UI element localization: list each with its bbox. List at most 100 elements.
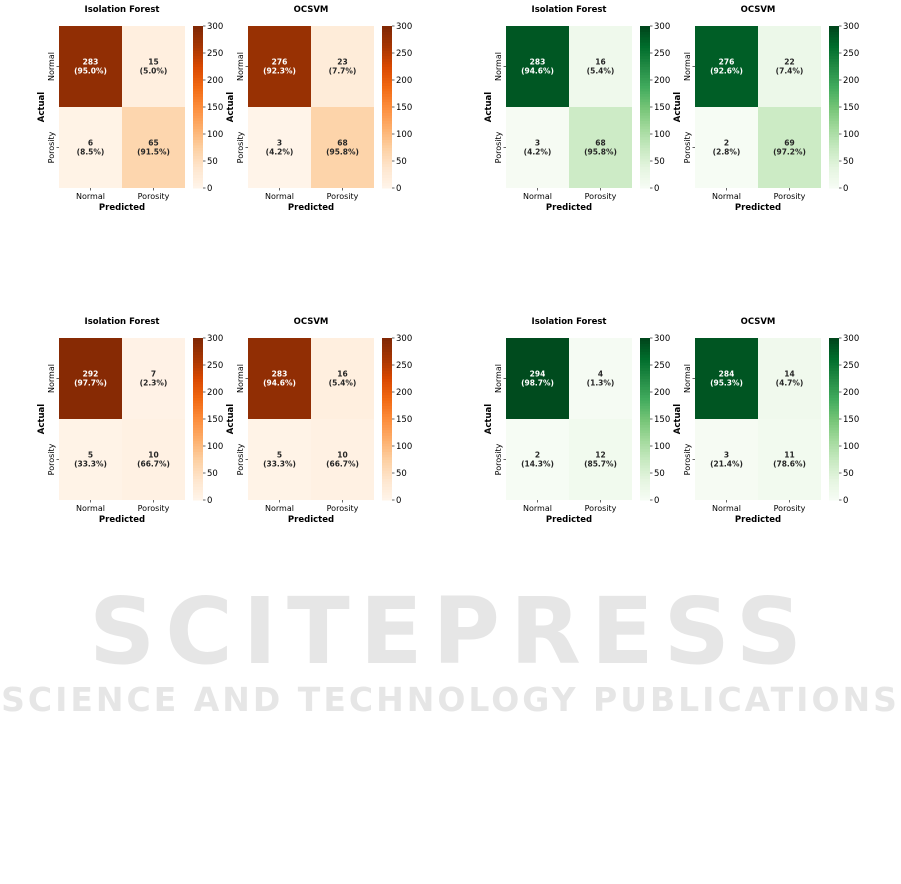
colorbar-segment	[193, 443, 203, 447]
y-axis-label: Actual	[37, 92, 47, 122]
cell-count-label: 14	[784, 370, 794, 379]
colorbar-segment	[382, 125, 392, 130]
colorbar-segment	[382, 386, 392, 390]
colorbar-segment	[640, 42, 650, 46]
x-axis-label: Predicted	[735, 515, 781, 525]
colorbar-segment	[382, 338, 392, 342]
colorbar-segment	[193, 386, 203, 390]
cell-percent-label: (8.5%)	[77, 148, 105, 157]
cell-count-label: 2	[724, 139, 729, 148]
colorbar-segment	[382, 446, 392, 450]
colorbar-segment	[640, 117, 650, 121]
colorbar-segment	[640, 462, 650, 466]
colorbar-segment	[829, 410, 839, 415]
colorbar-segment	[640, 421, 650, 425]
colorbar-segment	[382, 494, 392, 498]
colorbar-segment	[382, 128, 392, 132]
colorbar-tick-label: 150	[396, 103, 412, 113]
colorbar-segment	[829, 169, 839, 173]
colorbar-segment	[829, 96, 839, 100]
colorbar-segment	[640, 155, 650, 159]
colorbar-segment	[382, 93, 392, 97]
colorbar-segment	[193, 437, 203, 442]
cell-percent-label: (94.6%)	[521, 67, 554, 76]
colorbar-segment	[829, 348, 839, 352]
colorbar-segment	[640, 101, 650, 105]
colorbar-tick-label: 300	[843, 22, 859, 32]
colorbar-segment	[382, 383, 392, 388]
colorbar-segment	[640, 58, 650, 62]
colorbar-segment	[382, 158, 392, 162]
colorbar-segment	[640, 171, 650, 175]
colorbar-segment	[640, 107, 650, 111]
colorbar-segment	[640, 109, 650, 113]
colorbar-segment	[640, 134, 650, 138]
colorbar-segment	[640, 179, 650, 184]
colorbar-segment	[829, 66, 839, 70]
colorbar-segment	[382, 134, 392, 138]
colorbar-tick-label: 0	[207, 184, 212, 194]
heatmap-cell	[311, 26, 374, 107]
colorbar-tick-label: 50	[396, 157, 407, 167]
colorbar-segment	[382, 389, 392, 393]
colorbar-segment	[193, 90, 203, 94]
colorbar-segment	[382, 139, 392, 143]
colorbar-tick-label: 200	[207, 388, 223, 398]
colorbar-segment	[829, 467, 839, 471]
heatmap-cell	[59, 26, 122, 107]
y-tick-label: Normal	[236, 364, 245, 393]
y-axis-label: Actual	[226, 404, 236, 434]
colorbar-segment	[829, 424, 839, 428]
colorbar-segment	[640, 166, 650, 170]
colorbar-tick-label: 100	[207, 442, 223, 452]
colorbar-segment	[193, 381, 203, 385]
colorbar-tick-label: 300	[396, 334, 412, 344]
colorbar-segment	[829, 44, 839, 49]
colorbar-tick-label: 250	[843, 361, 859, 371]
colorbar-segment	[640, 467, 650, 471]
x-axis-label: Predicted	[288, 515, 334, 525]
colorbar-segment	[193, 155, 203, 159]
y-tick-label: Porosity	[683, 443, 692, 475]
x-tick-label: Porosity	[327, 192, 359, 201]
colorbar-segment	[382, 28, 392, 32]
colorbar-segment	[829, 158, 839, 162]
colorbar-segment	[640, 354, 650, 358]
colorbar-segment	[829, 50, 839, 54]
colorbar-segment	[193, 459, 203, 463]
colorbar-segment	[640, 491, 650, 496]
colorbar-segment	[640, 161, 650, 165]
colorbar-segment	[640, 26, 650, 30]
colorbar-tick-label: 0	[396, 496, 401, 506]
colorbar-segment	[829, 359, 839, 363]
colorbar-segment	[382, 346, 392, 350]
cell-percent-label: (5.4%)	[329, 379, 357, 388]
colorbar-segment	[382, 39, 392, 43]
colorbar-segment	[193, 389, 203, 393]
x-tick-label: Porosity	[774, 192, 806, 201]
colorbar-segment	[640, 36, 650, 40]
colorbar-segment	[829, 82, 839, 86]
colorbar-segment	[193, 107, 203, 111]
colorbar-segment	[193, 88, 203, 92]
colorbar-segment	[829, 36, 839, 40]
colorbar-segment	[829, 419, 839, 423]
colorbar-segment	[382, 343, 392, 347]
colorbar-segment	[382, 489, 392, 493]
colorbar-segment	[829, 354, 839, 358]
colorbar-segment	[193, 470, 203, 474]
cell-count-label: 68	[337, 139, 347, 148]
heatmap-cell	[59, 107, 122, 188]
cell-percent-label: (33.3%)	[263, 460, 296, 469]
colorbar-tick-label: 250	[396, 361, 412, 371]
colorbar-segment	[193, 50, 203, 54]
colorbar-segment	[829, 389, 839, 393]
colorbar-segment	[382, 427, 392, 431]
colorbar-segment	[829, 161, 839, 165]
colorbar-segment	[382, 467, 392, 471]
panel-title: OCSVM	[741, 5, 776, 15]
colorbar-segment	[193, 123, 203, 127]
colorbar-segment	[382, 437, 392, 442]
cell-percent-label: (97.7%)	[74, 379, 107, 388]
colorbar-segment	[829, 400, 839, 404]
